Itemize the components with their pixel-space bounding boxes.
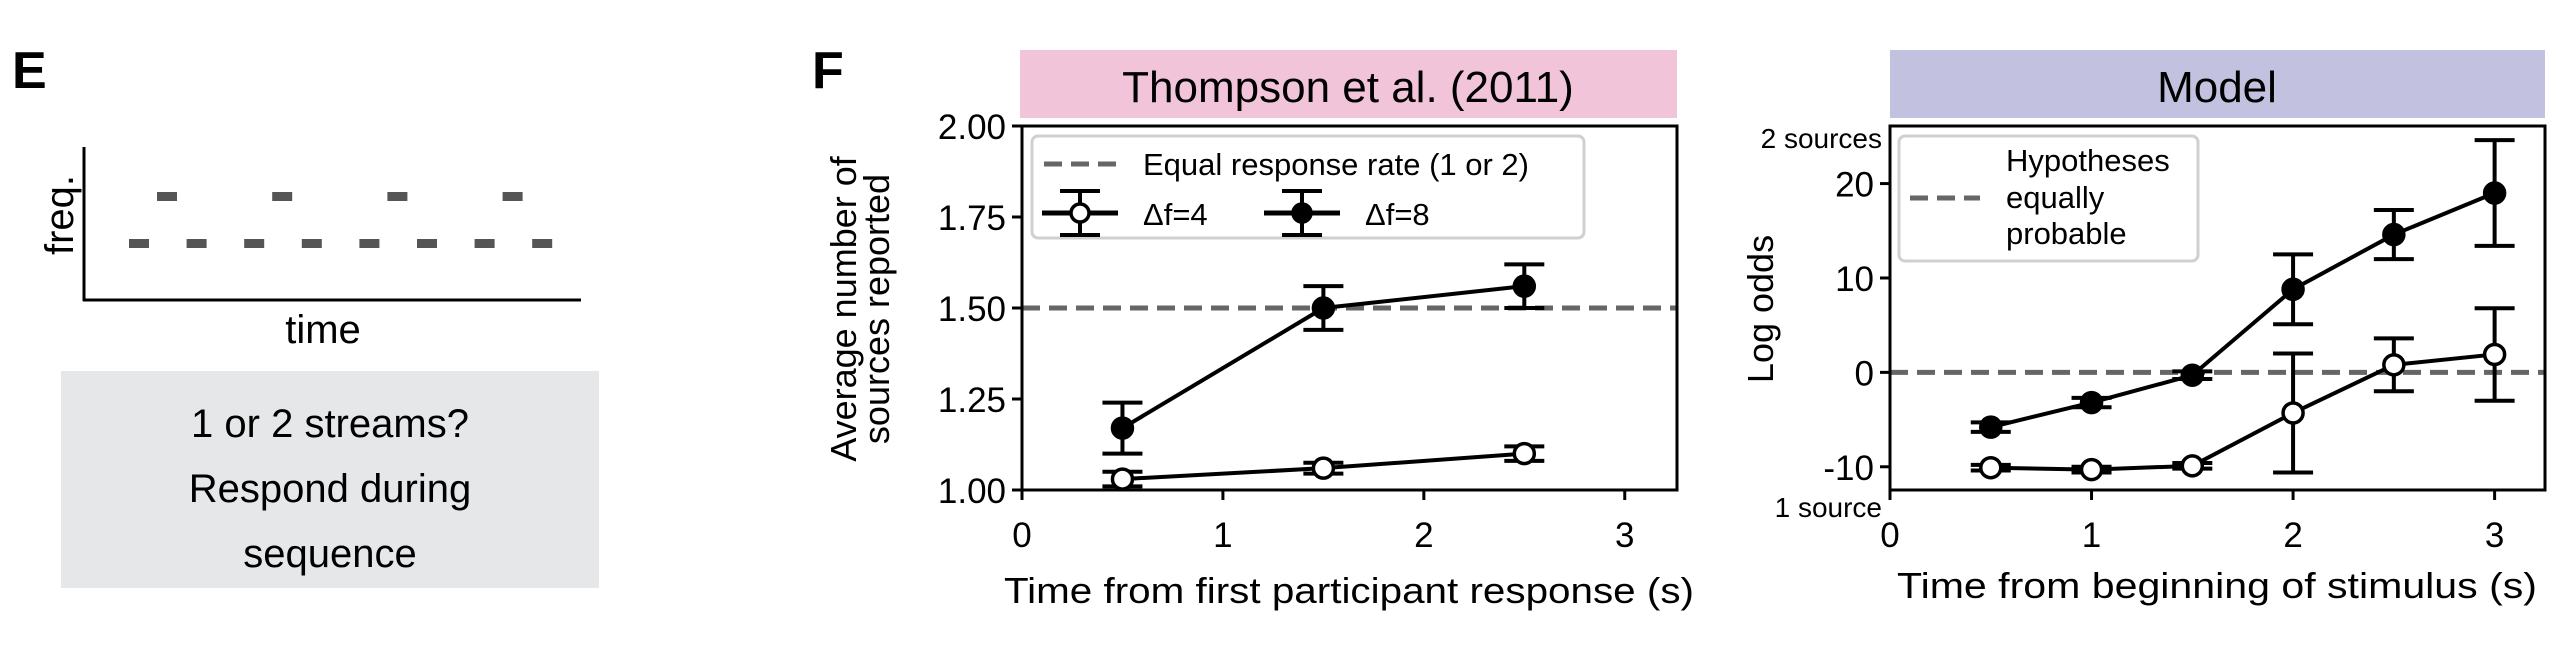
y-tick-label: 10 [1835, 260, 1874, 299]
legend-label-line-3: probable [2006, 216, 2127, 251]
y-tick-label: 20 [1835, 166, 1874, 205]
plot-area [1890, 138, 2545, 482]
plot-area [1022, 262, 1677, 491]
high-tone [157, 192, 177, 201]
model-chart: Model Time from beginning of stimulus (s… [1740, 50, 2547, 606]
freq-label: freq. [38, 175, 82, 255]
x-tick-label: 1 [1213, 516, 1232, 555]
axes-frame [1888, 124, 2547, 492]
thompson-ylabel-line-1: Average number of [823, 155, 864, 462]
low-tone [301, 239, 322, 248]
x-tick-label: 2 [1414, 516, 1433, 555]
low-tone [417, 239, 437, 248]
open-marker [2180, 454, 2205, 478]
filled-marker [1311, 296, 1336, 320]
y-tick-label: 1.50 [938, 290, 1006, 329]
filled-marker [1291, 202, 1313, 224]
task-line-3: sequence [243, 532, 416, 576]
open-marker [2079, 457, 2104, 482]
low-tone [244, 239, 265, 248]
task-line-1: 1 or 2 streams? [191, 402, 469, 446]
low-tone [129, 239, 149, 248]
legend-df8-label: Δf=8 [1365, 197, 1430, 232]
y-tick-label: -10 [1823, 449, 1874, 488]
low-tone [474, 239, 495, 248]
filled-marker [1110, 416, 1135, 440]
open-marker [1979, 455, 2003, 480]
tone-sequence [129, 192, 553, 248]
open-marker [2482, 342, 2507, 367]
x-tick-label: 2 [2283, 516, 2302, 555]
thompson-title-bar [1020, 50, 1677, 118]
model-title-bar [1890, 50, 2545, 118]
filled-marker [2482, 181, 2507, 205]
panel-f-letter: F [812, 42, 844, 100]
task-box [61, 371, 599, 588]
task-line-2: Respond during [189, 467, 471, 511]
y-tick-label: 1.75 [938, 199, 1006, 238]
high-tone [502, 192, 523, 201]
legend-df4-label: Δf=4 [1143, 197, 1208, 232]
panel-e-letter: E [12, 42, 47, 100]
thompson-xlabel: Time from first participant response (s) [1004, 570, 1694, 611]
x-tick-label: 0 [1012, 516, 1031, 555]
model-title: Model [2157, 63, 2277, 112]
low-tone [532, 239, 553, 248]
model-legend: Hypotheses equally probable [1897, 134, 2200, 263]
y-tick-label: 1.00 [938, 472, 1006, 511]
filled-marker [2382, 222, 2406, 247]
high-tone [272, 192, 293, 201]
open-marker [1512, 441, 1537, 466]
y-tick-label: 1.25 [938, 381, 1006, 420]
open-marker [2382, 353, 2406, 377]
legend-frame [1897, 134, 2200, 263]
legend-reference-label: Equal response rate (1 or 2) [1143, 147, 1529, 182]
filled-marker [2281, 277, 2305, 302]
time-label: time [285, 308, 361, 352]
x-tick-label: 0 [1880, 516, 1899, 555]
y-tick-label: 0 [1855, 354, 1874, 393]
high-tone [387, 192, 408, 201]
legend-frame [1030, 134, 1586, 240]
x-tick-label: 3 [2485, 516, 2504, 555]
legend-filled-marker [1264, 189, 1340, 237]
legend-label-line-2: equally [2006, 180, 2105, 215]
open-marker [1110, 467, 1135, 491]
open-marker [2281, 401, 2305, 425]
thompson-chart: Thompson et al. (2011) Time from first p… [823, 50, 1694, 611]
x-tick-label: 3 [1615, 516, 1634, 555]
one-source-annotation: 1 source [1775, 492, 1882, 523]
x-tick-label: 1 [2082, 516, 2101, 555]
filled-marker [2180, 363, 2205, 387]
low-tone [186, 239, 207, 248]
y-tick-label: 2.00 [938, 108, 1006, 147]
thompson-ylabel-line-2: sources reported [856, 174, 897, 444]
thompson-title: Thompson et al. (2011) [1122, 63, 1574, 112]
filled-marker [1979, 415, 2003, 439]
series-line-open [1990, 352, 2495, 472]
filled-marker [2079, 390, 2104, 415]
open-marker [1311, 456, 1336, 480]
filled-marker [1512, 274, 1537, 298]
two-sources-annotation: 2 sources [1761, 123, 1882, 154]
legend-label-line-1: Hypotheses [2006, 143, 2170, 178]
model-ylabel: Log odds [1740, 235, 1781, 383]
open-marker [1069, 202, 1091, 224]
low-tone [359, 239, 380, 248]
thompson-legend: Equal response rate (1 or 2) Δf=4 Δf=8 [1030, 134, 1586, 240]
legend-open-marker [1042, 189, 1118, 237]
model-xlabel: Time from beginning of stimulus (s) [1897, 565, 2537, 606]
